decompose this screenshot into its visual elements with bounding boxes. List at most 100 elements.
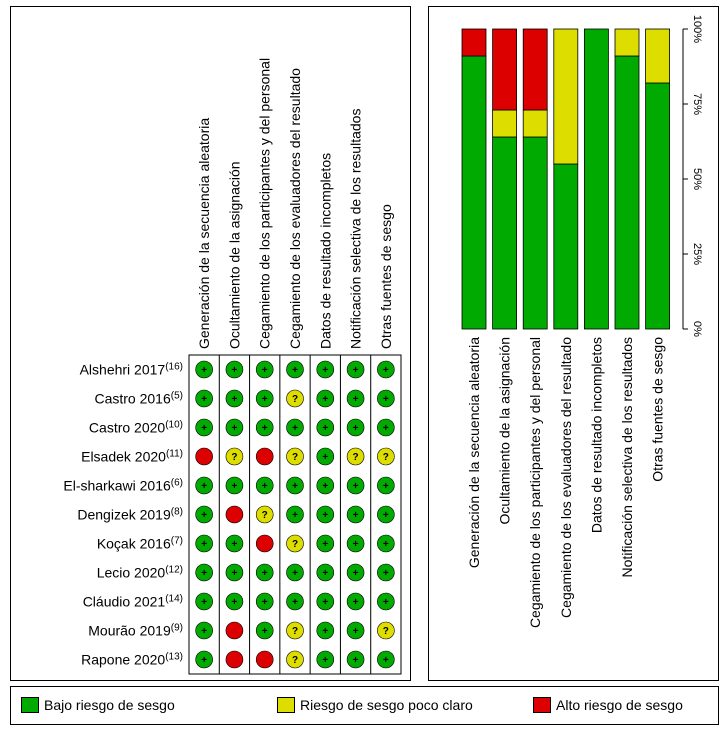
rating-symbol: + bbox=[232, 568, 238, 579]
rating-marker-low bbox=[286, 592, 304, 611]
rating-symbol: ? bbox=[231, 452, 237, 463]
rating-marker-low bbox=[255, 418, 274, 437]
rating-symbol: + bbox=[201, 481, 207, 492]
rating-symbol: + bbox=[322, 655, 328, 666]
rating-symbol: ? bbox=[353, 452, 359, 463]
rating-symbol: + bbox=[353, 568, 359, 579]
rating-marker-low bbox=[377, 592, 395, 611]
rating-marker-low bbox=[346, 505, 365, 524]
rating-symbol: + bbox=[383, 655, 389, 666]
bar-segment-low bbox=[522, 136, 548, 330]
rating-marker-low bbox=[346, 621, 365, 640]
rating-marker-low bbox=[255, 476, 274, 495]
rating-symbol: + bbox=[353, 365, 359, 376]
legend: Bajo riesgo de sesgo Riesgo de sesgo poc… bbox=[10, 686, 719, 725]
rating-marker-unclear bbox=[255, 505, 274, 524]
risk-of-bias-graph-chart: Generación de la secuencia aleatoria Ocul… bbox=[461, 15, 703, 628]
risk-of-bias-summary-panel: Generación de la secuencia aleatoria Ocul… bbox=[10, 6, 411, 681]
rating-marker-low bbox=[195, 563, 213, 582]
category-label: Cegamiento de los evaluadores del result… bbox=[558, 337, 574, 618]
rating-symbol: + bbox=[201, 568, 207, 579]
rating-marker-unclear bbox=[346, 447, 365, 466]
rating-marker-low bbox=[286, 360, 304, 379]
column-header: Notificación selectiva de los resultados bbox=[348, 109, 364, 349]
bar-segment-unclear bbox=[522, 109, 548, 138]
rating-marker-low bbox=[377, 650, 395, 669]
study-label: Alshehri 2017(16) bbox=[80, 362, 183, 378]
rating-symbol: + bbox=[322, 626, 328, 637]
rating-symbol: + bbox=[383, 568, 389, 579]
rating-marker-low bbox=[195, 592, 213, 611]
rating-symbol: + bbox=[322, 539, 328, 550]
rating-symbol: + bbox=[292, 597, 298, 608]
rating-marker-low bbox=[225, 476, 244, 495]
rating-marker-low bbox=[346, 650, 365, 669]
rating-marker-low bbox=[225, 360, 244, 379]
y-tick-label: 75% bbox=[691, 93, 703, 115]
rating-marker-high bbox=[225, 650, 244, 669]
rating-marker-low bbox=[377, 360, 395, 379]
bar-segment-unclear bbox=[614, 28, 640, 57]
rating-symbol: + bbox=[232, 394, 238, 405]
rating-symbol: + bbox=[262, 481, 268, 492]
study-reference: (11) bbox=[166, 449, 183, 460]
rating-marker-low bbox=[316, 447, 335, 466]
rating-marker-unclear bbox=[377, 621, 395, 640]
rating-symbol: + bbox=[262, 568, 268, 579]
rating-marker-low bbox=[225, 389, 244, 408]
category-label: Datos de resultado incompletos bbox=[588, 337, 604, 533]
rating-marker-low bbox=[377, 563, 395, 582]
rating-symbol: + bbox=[322, 510, 328, 521]
study-reference: (10) bbox=[165, 420, 183, 431]
legend-item-low: Bajo riesgo de sesgo bbox=[21, 697, 175, 713]
legend-swatch-high bbox=[533, 697, 551, 713]
rating-marker-low bbox=[377, 534, 395, 553]
rating-symbol: ? bbox=[262, 510, 268, 521]
summary-grid-border bbox=[188, 354, 402, 675]
study-name: Cláudio 2021 bbox=[83, 594, 166, 610]
bar-segment-low bbox=[614, 55, 640, 330]
rating-symbol: + bbox=[232, 423, 238, 434]
rating-marker-low bbox=[195, 621, 213, 640]
column-header: Cegamiento de los evaluadores del result… bbox=[287, 68, 303, 349]
study-label: Dengizek 2019(8) bbox=[77, 507, 183, 523]
bar-segment-low bbox=[553, 163, 579, 330]
rating-marker-low bbox=[195, 389, 213, 408]
study-label: Mourão 2019(9) bbox=[88, 623, 183, 639]
bar-segment-high bbox=[522, 28, 548, 111]
rating-symbol: + bbox=[292, 365, 298, 376]
study-label: Castro 2016(5) bbox=[94, 391, 183, 407]
rating-marker-low bbox=[255, 592, 274, 611]
rating-marker-low bbox=[316, 389, 335, 408]
rating-marker-low bbox=[377, 505, 395, 524]
rating-symbol: + bbox=[201, 365, 207, 376]
rating-symbol: + bbox=[322, 568, 328, 579]
rating-marker-low bbox=[316, 563, 335, 582]
rating-symbol: + bbox=[353, 597, 359, 608]
rating-marker-low bbox=[255, 360, 274, 379]
y-tick-label: 0% bbox=[691, 321, 703, 337]
rating-marker-unclear bbox=[225, 447, 244, 466]
rating-symbol: + bbox=[383, 510, 389, 521]
y-tick-label: 25% bbox=[691, 243, 703, 265]
rating-symbol: + bbox=[383, 394, 389, 405]
rating-symbol: + bbox=[232, 365, 238, 376]
rating-marker-low bbox=[377, 389, 395, 408]
rating-symbol: + bbox=[353, 539, 359, 550]
column-header: Ocultamiento de la asignación bbox=[226, 161, 242, 349]
rating-symbol: + bbox=[292, 510, 298, 521]
rating-symbol: + bbox=[383, 481, 389, 492]
study-label: El-sharkawi 2016(6) bbox=[63, 478, 183, 494]
rating-symbol: + bbox=[201, 423, 207, 434]
rating-marker-low bbox=[316, 476, 335, 495]
bar-segment-unclear bbox=[553, 28, 579, 165]
rating-marker-low bbox=[346, 476, 365, 495]
study-label: Castro 2020(10) bbox=[89, 420, 183, 436]
rating-symbol: + bbox=[232, 539, 238, 550]
rating-marker-low bbox=[195, 418, 213, 437]
rating-marker-low bbox=[225, 534, 244, 553]
rating-marker-unclear bbox=[286, 389, 304, 408]
legend-label-high: Alto riesgo de sesgo bbox=[556, 697, 683, 713]
category-label: Otras fuentes de sesgo bbox=[650, 337, 666, 482]
rating-marker-low bbox=[195, 476, 213, 495]
